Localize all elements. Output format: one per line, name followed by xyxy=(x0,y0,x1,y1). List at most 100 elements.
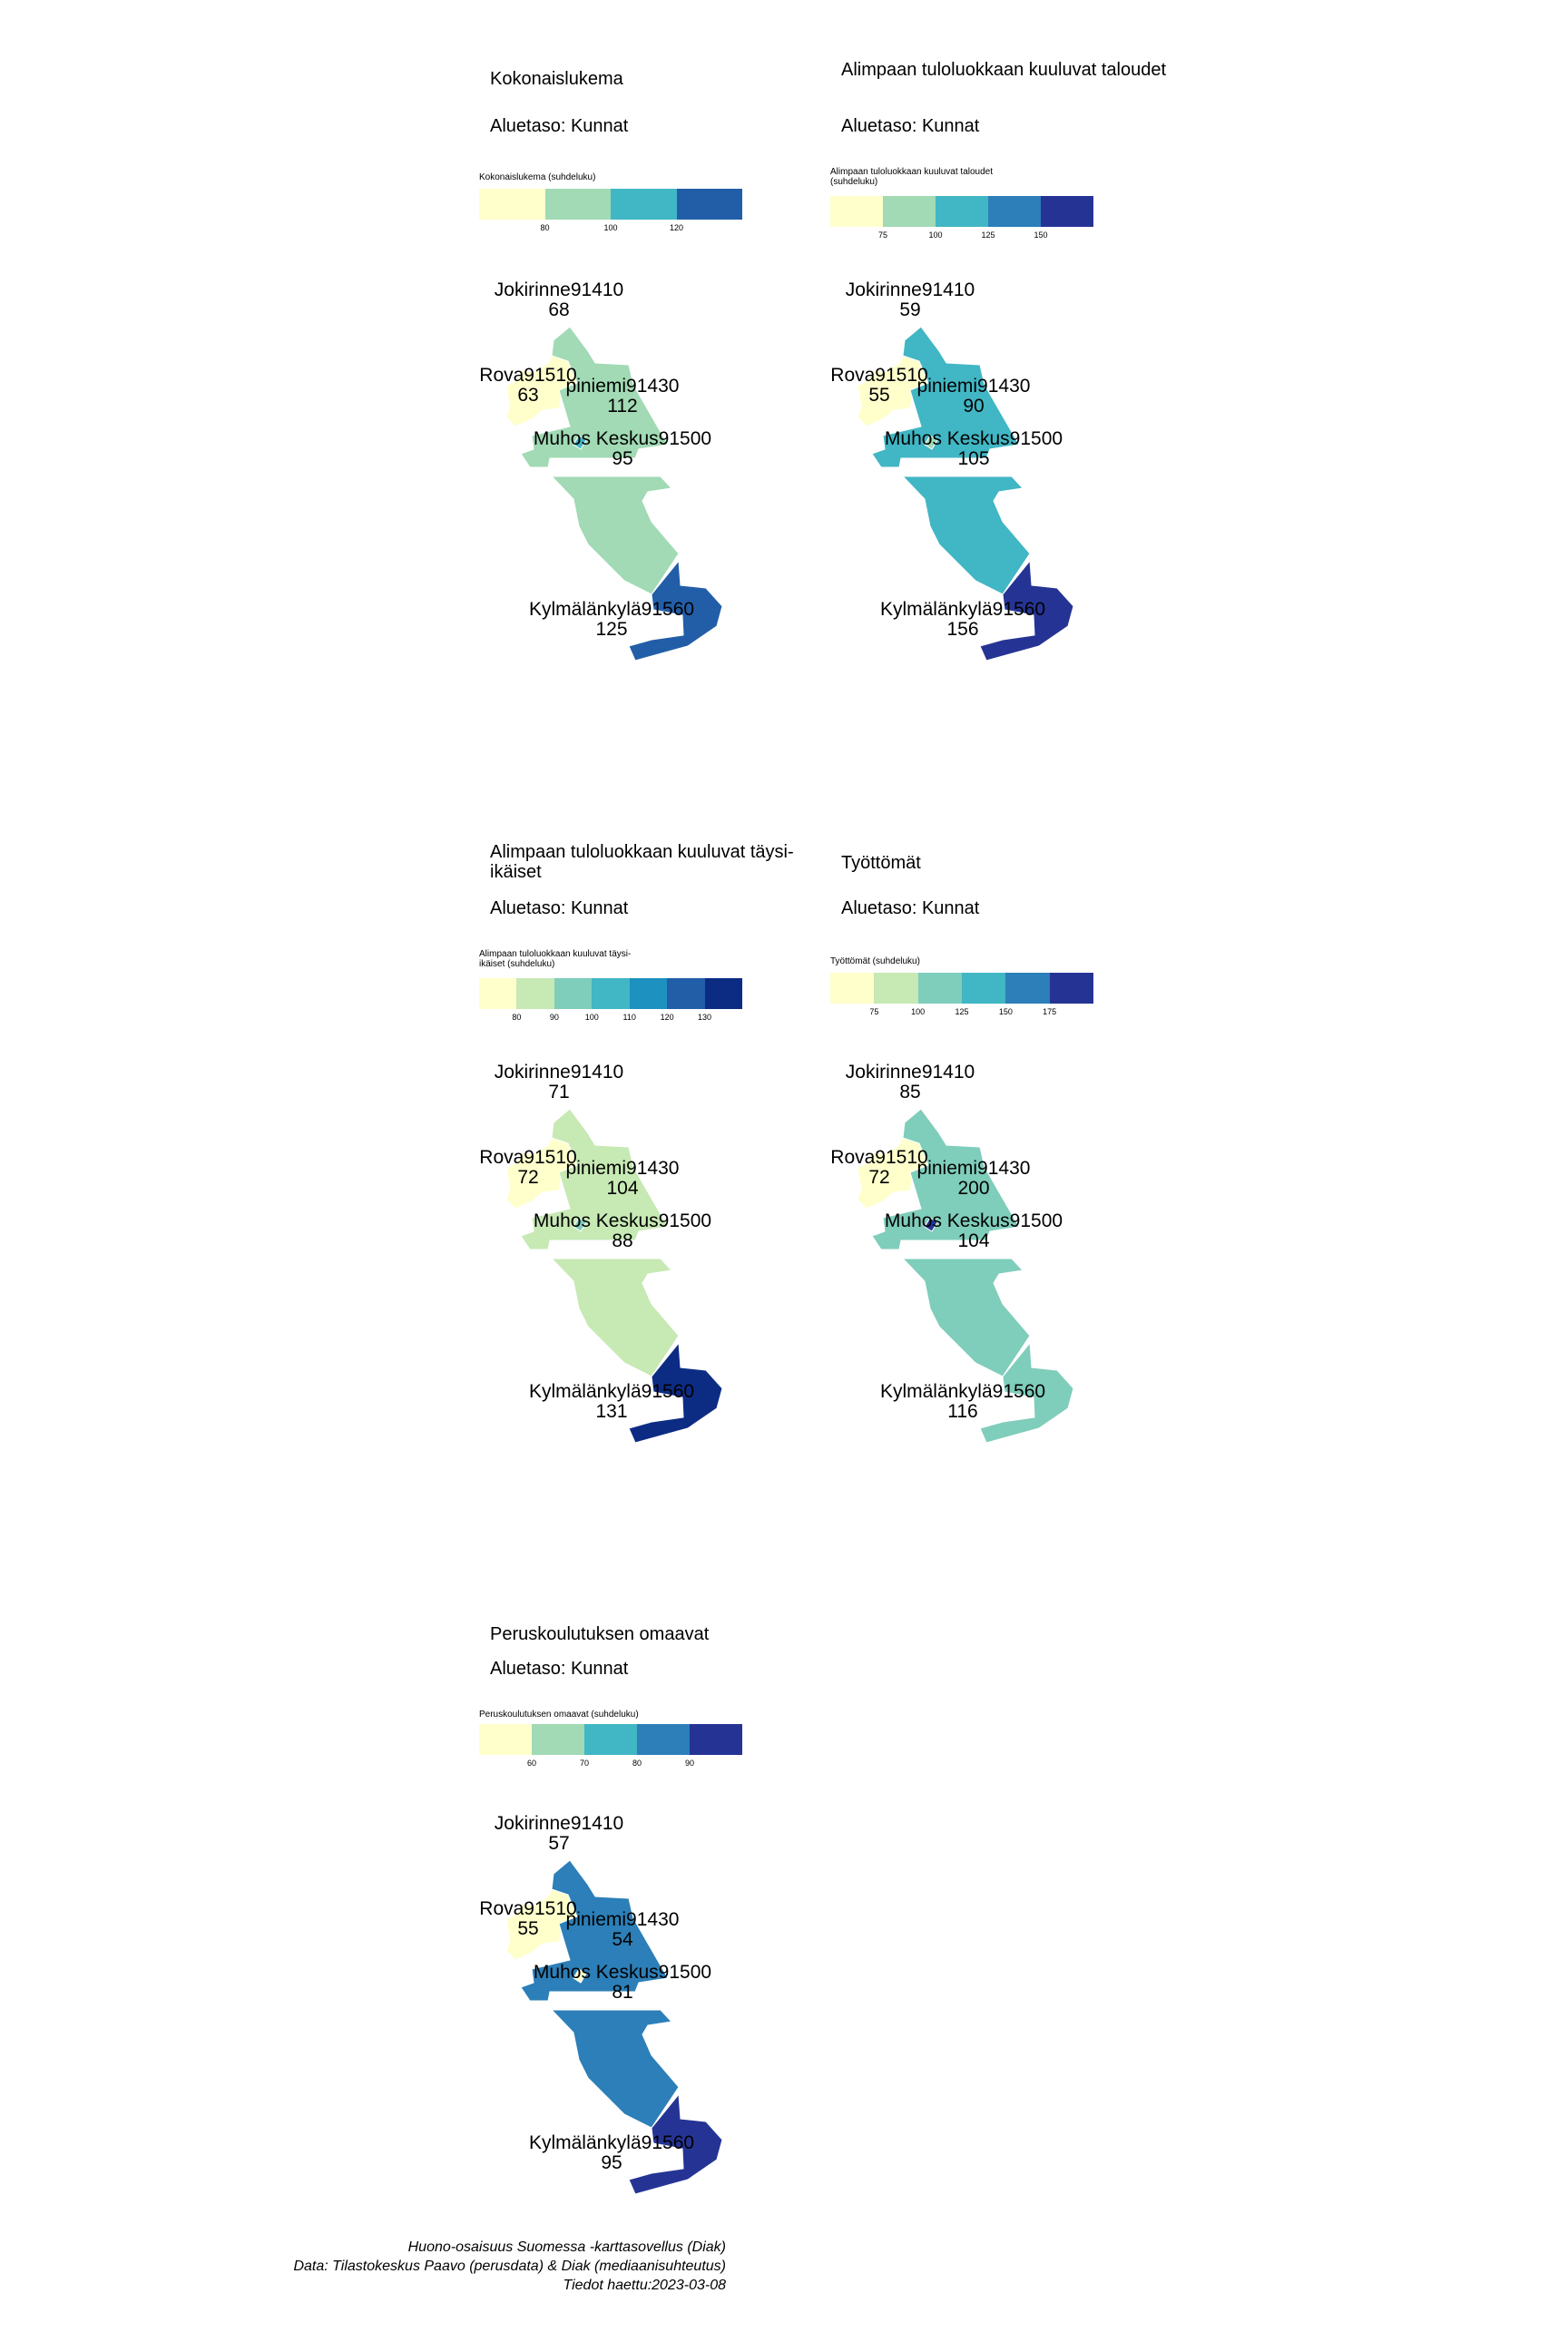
region-value-label: 55 xyxy=(868,385,889,406)
legend-tick-label: 80 xyxy=(632,1759,642,1768)
legend-swatch xyxy=(874,973,918,1004)
legend-swatch xyxy=(676,189,742,220)
legend-tick-label: 60 xyxy=(526,1759,537,1768)
legend-tick-label: 70 xyxy=(579,1759,590,1768)
legend-swatch xyxy=(479,1724,532,1755)
legend-swatch xyxy=(667,978,705,1009)
legend-swatch xyxy=(961,973,1006,1004)
region-value-label: 85 xyxy=(899,1082,920,1102)
region-value-label: 125 xyxy=(595,619,627,640)
region-name-label: Muhos Keskus91500 xyxy=(534,1962,711,1983)
legend-tick-label: 120 xyxy=(660,1013,674,1022)
legend-tick-label: 80 xyxy=(512,1013,522,1022)
region-piniemi xyxy=(573,1968,587,1984)
region-value-label: 200 xyxy=(957,1178,989,1199)
legend-swatch xyxy=(917,973,962,1004)
legend-title: Alimpaan tuloluokkaan kuuluvat täysi-ikä… xyxy=(479,949,632,969)
choropleth-map: Jokirinne91410 71 Rova91510 72 piniemi91430 1… xyxy=(479,1054,742,1476)
region-value-label: 72 xyxy=(517,1167,538,1188)
region-value-label: 68 xyxy=(548,299,569,320)
legend-swatch xyxy=(611,189,677,220)
panel-subtitle: Aluetaso: Kunnat xyxy=(490,898,629,918)
panel-title: Alimpaan tuloluokkaan kuuluvat taloudet xyxy=(841,60,1167,80)
region-rova xyxy=(505,355,578,427)
legend-tick-label: 100 xyxy=(911,1007,926,1016)
region-name-label: Muhos Keskus91500 xyxy=(885,428,1063,449)
region-name-label: piniemi91430 xyxy=(566,1909,680,1930)
region-muhos xyxy=(550,2009,680,2129)
region-value-label: 105 xyxy=(957,448,989,469)
region-value-label: 112 xyxy=(607,396,637,416)
region-kylmalankyla xyxy=(628,1341,723,1444)
legend-ticks: 75 100 125 150 175 xyxy=(830,1007,1093,1020)
region-value-label: 156 xyxy=(946,619,978,640)
legend-tick-label: 75 xyxy=(877,230,888,240)
region-value-label: 104 xyxy=(957,1230,989,1251)
region-jokirinne xyxy=(520,1859,669,2002)
region-kylmalankyla xyxy=(979,1341,1074,1444)
legend-tick-label: 120 xyxy=(669,223,684,232)
region-jokirinne xyxy=(871,326,1020,468)
legend-tick-label: 75 xyxy=(869,1007,879,1016)
region-value-label: 71 xyxy=(548,1082,569,1102)
legend-color-bar xyxy=(479,189,742,220)
panel-title: Työttömät xyxy=(841,853,921,873)
region-name-label: Muhos Keskus91500 xyxy=(534,1210,711,1231)
legend-color-bar xyxy=(830,973,1093,1004)
region-piniemi xyxy=(924,1217,938,1232)
legend-title: Työttömät (suhdeluku) xyxy=(830,956,920,966)
legend-title: Alimpaan tuloluokkaan kuuluvat taloudet … xyxy=(830,167,994,187)
legend-tick-label: 150 xyxy=(1034,230,1048,240)
legend-swatch xyxy=(690,1724,742,1755)
choropleth-map: Jokirinne91410 57 Rova91510 55 piniemi91430 5… xyxy=(479,1806,742,2228)
choropleth-map: Jokirinne91410 85 Rova91510 72 piniemi91430 2… xyxy=(830,1054,1093,1476)
footer-retrieved-date: Tiedot haettu:2023-03-08 xyxy=(563,2278,726,2293)
region-value-label: 55 xyxy=(517,1918,538,1939)
region-muhos xyxy=(901,475,1031,595)
panel-subtitle: Aluetaso: Kunnat xyxy=(490,116,629,136)
region-value-label: 81 xyxy=(612,1982,632,2003)
legend-swatch xyxy=(554,978,593,1009)
region-value-label: 72 xyxy=(868,1167,889,1188)
legend-color-bar xyxy=(479,978,742,1009)
legend-ticks: 80 100 120 xyxy=(479,223,742,236)
legend-tick-label: 130 xyxy=(698,1013,712,1022)
legend-swatch xyxy=(532,1724,584,1755)
panel-subtitle: Aluetaso: Kunnat xyxy=(490,1659,629,1679)
region-value-label: 88 xyxy=(612,1230,632,1251)
region-name-label: Muhos Keskus91500 xyxy=(534,428,711,449)
region-name-label: Rova91510 xyxy=(830,365,927,386)
region-name-label: Kylmälänkylä91560 xyxy=(529,599,694,620)
region-muhos xyxy=(901,1258,1031,1377)
legend-swatch xyxy=(584,1724,637,1755)
legend-color-bar xyxy=(830,196,1093,227)
legend-swatch xyxy=(637,1724,690,1755)
legend-swatch xyxy=(479,189,545,220)
map-panel-2: Alimpaan tuloluokkaan kuuluvat taloudet … xyxy=(830,60,1193,750)
region-name-label: Kylmälänkylä91560 xyxy=(529,1381,694,1402)
region-name-label: Kylmälänkylä91560 xyxy=(880,599,1045,620)
panel-title: Alimpaan tuloluokkaan kuuluvat täysi-ikä… xyxy=(490,842,794,882)
region-rova xyxy=(505,1137,578,1210)
panel-title: Kokonaislukema xyxy=(490,69,623,89)
legend-swatch xyxy=(1005,973,1050,1004)
legend-swatch xyxy=(830,196,883,227)
region-value-label: 90 xyxy=(963,396,984,416)
region-name-label: Muhos Keskus91500 xyxy=(885,1210,1063,1231)
legend-swatch xyxy=(592,978,630,1009)
region-value-label: 95 xyxy=(612,448,632,469)
region-piniemi xyxy=(573,435,587,450)
region-value-label: 95 xyxy=(601,2152,622,2173)
legend-swatch xyxy=(988,196,1041,227)
region-value-label: 104 xyxy=(606,1178,638,1199)
region-kylmalankyla xyxy=(628,559,723,662)
legend-tick-label: 100 xyxy=(584,1013,599,1022)
map-panel-4: Työttömät Aluetaso: Kunnat Työttömät (su… xyxy=(830,853,1193,1543)
map-panel-5: Peruskoulutuksen omaavat Aluetaso: Kunna… xyxy=(479,1624,842,2314)
region-value-label: 59 xyxy=(899,299,920,320)
map-panel-1: Kokonaislukema Aluetaso: Kunnat Kokonais… xyxy=(479,69,842,759)
